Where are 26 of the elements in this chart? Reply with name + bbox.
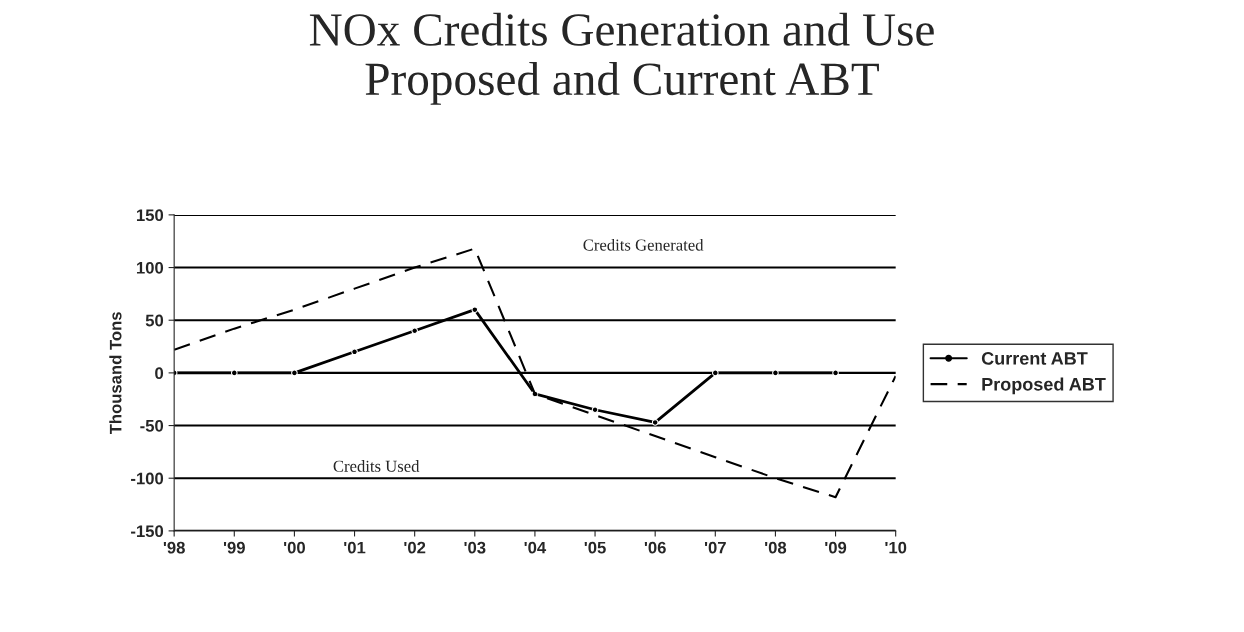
x-tick-label: '07 [704,541,726,554]
chart-title: NOx Credits Generation and Use Proposed and Current ABT [309,12,934,105]
x-tick-label: '00 [284,541,305,554]
legend-label: Proposed ABT [982,377,1106,395]
y-tick-label: -50 [140,419,164,432]
y-tick-label: 100 [136,261,164,274]
x-tick-label: '01 [344,541,366,554]
x-tick-label: '10 [885,541,907,554]
x-tick-label: '08 [765,541,787,554]
annotation: Credits Generated [583,238,704,251]
x-tick-label: '06 [644,541,666,554]
y-tick-label: -100 [131,472,164,485]
x-tick-label: '98 [163,541,185,554]
x-tick-label: '09 [825,541,847,554]
y-axis-title: Thousand Tons [109,312,122,435]
y-tick-label: -150 [131,525,164,538]
x-tick-label: '03 [464,541,486,554]
y-tick-label: 0 [155,367,164,380]
legend-label: Current ABT [981,352,1088,365]
x-tick-label: '04 [524,541,547,554]
x-tick-label: '99 [223,541,245,554]
x-tick-label: '02 [404,541,426,554]
y-tick-label: 150 [136,209,164,222]
x-tick-label: '05 [584,541,606,554]
annotation: Credits Used [333,460,420,472]
y-tick-label: 50 [145,314,164,327]
